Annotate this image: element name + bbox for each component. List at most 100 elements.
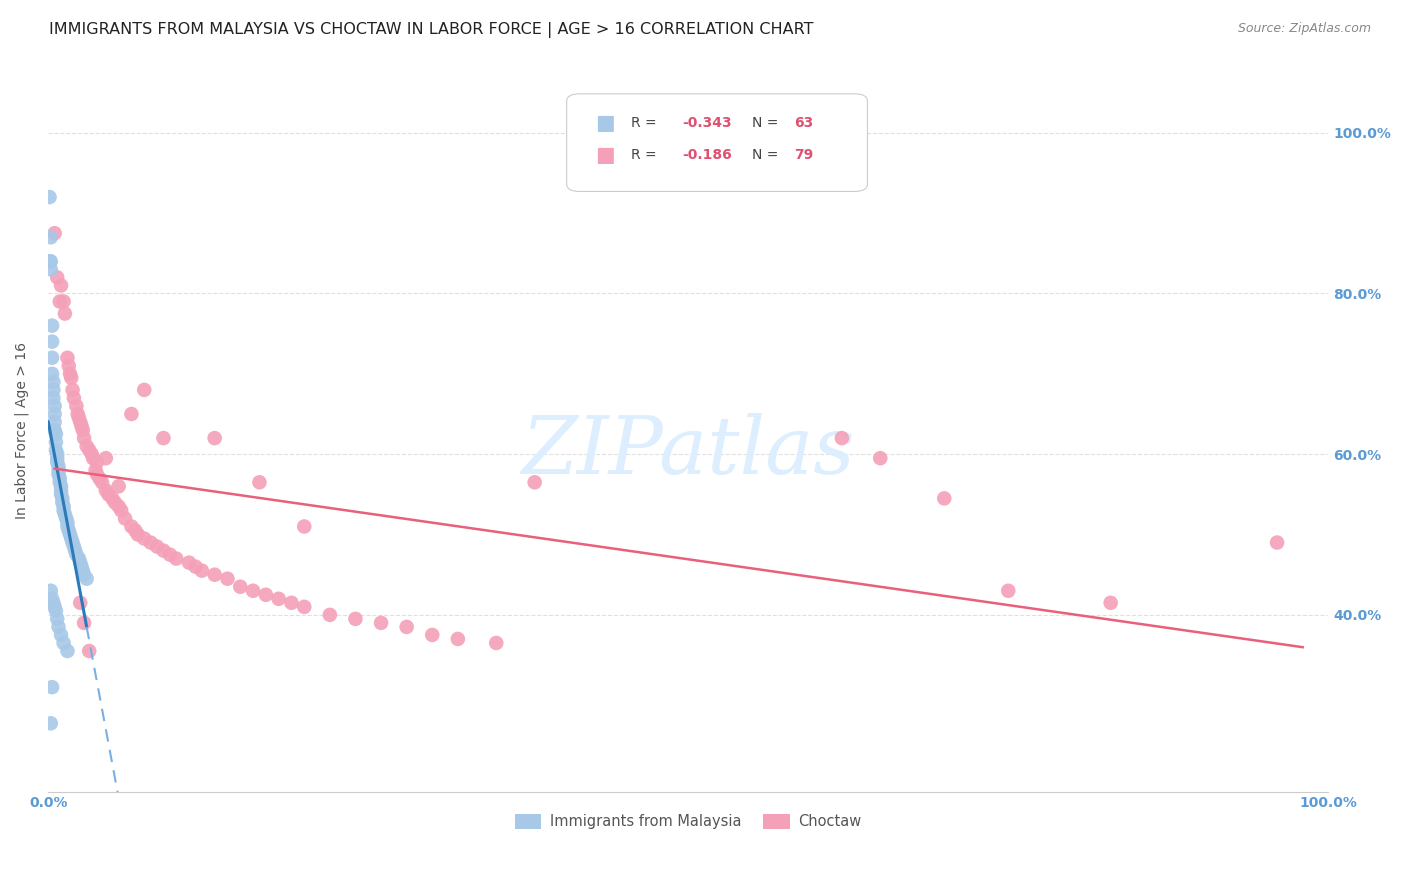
Point <box>66 407 89 421</box>
Point <box>101 491 124 506</box>
Point <box>45 443 67 458</box>
Point <box>869 451 891 466</box>
Point <box>41 318 63 333</box>
Text: N =: N = <box>752 148 783 162</box>
Point <box>49 278 72 293</box>
Point <box>1099 596 1122 610</box>
Point <box>229 580 252 594</box>
Point <box>204 431 226 445</box>
Point <box>42 596 65 610</box>
Point <box>60 532 83 546</box>
Point <box>39 254 62 268</box>
Point <box>159 548 181 562</box>
Legend: Immigrants from Malaysia, Choctaw: Immigrants from Malaysia, Choctaw <box>509 808 868 835</box>
Point <box>242 583 264 598</box>
Point <box>45 435 67 450</box>
Point <box>59 367 82 381</box>
Point <box>177 556 200 570</box>
Point <box>44 226 66 240</box>
Point <box>89 471 111 485</box>
Point <box>65 399 87 413</box>
Text: -0.186: -0.186 <box>682 148 731 162</box>
Point <box>52 500 75 514</box>
Point <box>62 535 84 549</box>
Point <box>69 596 91 610</box>
Text: 79: 79 <box>794 148 814 162</box>
Point <box>134 383 156 397</box>
Point <box>58 524 80 538</box>
Point <box>51 495 73 509</box>
Point <box>91 475 114 490</box>
Point <box>395 620 418 634</box>
Point <box>97 487 120 501</box>
Point <box>49 471 72 485</box>
Point <box>70 559 93 574</box>
Point <box>292 599 315 614</box>
Point <box>77 443 100 458</box>
Point <box>249 475 271 490</box>
Point <box>55 511 77 525</box>
Point <box>67 551 90 566</box>
Point <box>48 463 70 477</box>
Point <box>104 495 127 509</box>
Point <box>191 564 214 578</box>
Point <box>1265 535 1288 549</box>
Point <box>56 644 79 658</box>
Point <box>146 540 169 554</box>
Point <box>49 483 72 498</box>
Point <box>44 415 66 429</box>
Point <box>77 644 100 658</box>
Point <box>86 467 108 482</box>
Point <box>51 491 73 506</box>
Point <box>48 620 70 634</box>
Point <box>52 294 75 309</box>
Point <box>49 475 72 490</box>
Point <box>42 383 65 397</box>
Point <box>254 588 277 602</box>
Point <box>63 540 86 554</box>
Point <box>204 567 226 582</box>
Point <box>72 564 94 578</box>
Point <box>41 367 63 381</box>
Point <box>165 551 187 566</box>
Point <box>44 407 66 421</box>
Point <box>84 463 107 477</box>
Point <box>42 375 65 389</box>
Point <box>46 447 69 461</box>
Point <box>94 451 117 466</box>
Point <box>292 519 315 533</box>
Point <box>134 532 156 546</box>
Point <box>44 399 66 413</box>
Point <box>56 516 79 530</box>
Point <box>80 447 103 461</box>
Point <box>120 519 142 533</box>
Point <box>41 680 63 694</box>
Point <box>42 391 65 405</box>
Point <box>39 583 62 598</box>
Point <box>110 503 132 517</box>
Point <box>60 371 83 385</box>
Point <box>46 612 69 626</box>
Point <box>69 556 91 570</box>
Point <box>73 615 96 630</box>
Text: 63: 63 <box>794 116 814 129</box>
Point <box>120 407 142 421</box>
Point <box>73 567 96 582</box>
Point <box>94 483 117 498</box>
Point <box>76 439 98 453</box>
Point <box>280 596 302 610</box>
Point <box>48 459 70 474</box>
Point <box>76 572 98 586</box>
Point <box>48 467 70 482</box>
Point <box>831 431 853 445</box>
Point <box>152 431 174 445</box>
Point <box>114 511 136 525</box>
Point <box>72 423 94 437</box>
Point <box>46 270 69 285</box>
Point <box>319 607 342 622</box>
Point <box>44 423 66 437</box>
Point <box>344 612 367 626</box>
Point <box>38 190 60 204</box>
Point <box>934 491 956 506</box>
Point <box>63 391 86 405</box>
